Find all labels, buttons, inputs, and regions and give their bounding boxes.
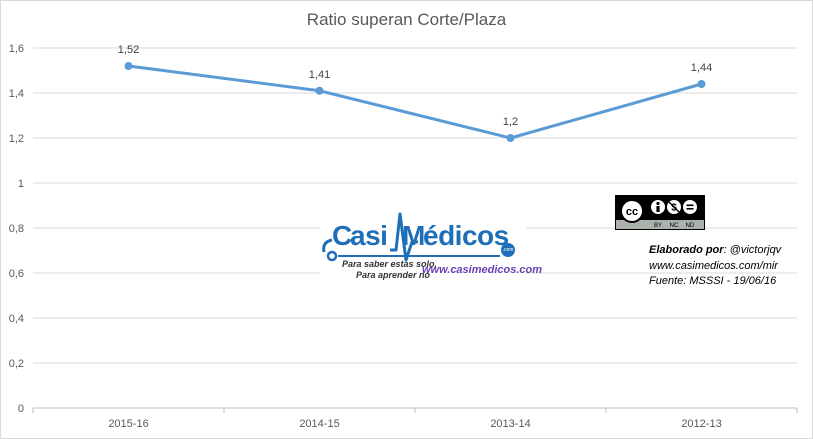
chart-credits: Elaborado por: @victorjqv www.casimedico… <box>649 243 781 290</box>
y-tick-label: 0 <box>18 403 24 415</box>
y-tick-label: 1 <box>18 178 24 190</box>
credits-url: www.casimedicos.com/mir <box>649 259 778 272</box>
logo-tagline-1: Para saber estas solo. <box>342 259 438 269</box>
cc-badge-by: BY <box>654 223 662 229</box>
logo-letter-m: M <box>402 220 425 251</box>
credits-author-value: : @victorjqv <box>723 244 782 256</box>
y-tick-label: 1,6 <box>9 43 24 55</box>
y-tick-label: 0,6 <box>9 268 24 280</box>
logo-text-edicos: édicos <box>423 220 509 251</box>
series-line <box>127 64 703 140</box>
data-label: 1,2 <box>503 116 518 128</box>
data-point <box>506 134 515 142</box>
x-tick-label: 2015-16 <box>108 418 148 430</box>
credits-source: Fuente: MSSSI - 19/06/16 <box>649 275 777 287</box>
x-tick-label: 2014-15 <box>299 418 339 430</box>
y-tick-label: 0,4 <box>9 313 24 325</box>
data-point <box>315 86 324 95</box>
data-point <box>697 80 706 88</box>
svg-text:cc: cc <box>626 206 638 218</box>
cc-by-nc-nd-icon: cc $ BY NC ND <box>615 195 705 230</box>
credits-author-line: Elaborado por: @victorjqv <box>649 243 781 259</box>
chart-title: Ratio superan Corte/Plaza <box>306 10 507 29</box>
y-tick-label: 1,4 <box>9 88 24 100</box>
credits-author-label: Elaborado por <box>649 244 724 256</box>
data-point <box>124 62 133 70</box>
logo-tagline-2: Para aprender no <box>356 270 431 280</box>
logo-com-badge: .com <box>501 243 515 257</box>
data-label: 1,52 <box>118 44 139 56</box>
y-tick-label: 0,2 <box>9 358 24 370</box>
cc-badge-nc: NC <box>670 223 679 229</box>
data-label: 1,44 <box>691 62 712 74</box>
logo-letter-c: C <box>332 220 352 251</box>
logo-text-asi: asi <box>350 220 388 251</box>
y-tick-label: 0,8 <box>9 223 24 235</box>
x-tick-label: 2013-14 <box>490 418 530 430</box>
cc-badge-nd: ND <box>686 223 695 229</box>
casimedicos-logo: C asi M édicos .com Para saber estas sol… <box>320 212 542 284</box>
x-tick-label: 2012-13 <box>681 418 721 430</box>
logo-heartbeat-icon <box>322 212 500 262</box>
data-label: 1,41 <box>309 69 330 81</box>
logo-url: www.casimedicos.com <box>422 264 543 276</box>
y-tick-label: 1,2 <box>9 133 24 145</box>
